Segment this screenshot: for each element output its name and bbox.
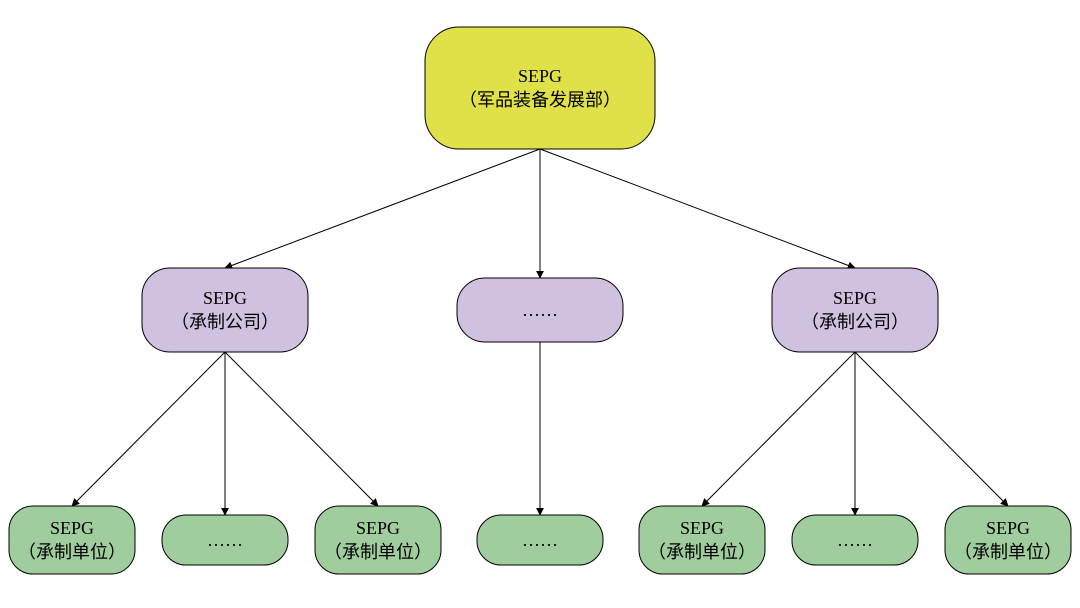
node-label-line1: SEPG	[680, 518, 724, 538]
tree-node: SEPG （承制公司）	[772, 268, 938, 352]
node-box	[9, 506, 135, 574]
node-box	[945, 506, 1071, 574]
node-box	[425, 27, 655, 149]
node-label-line1: SEPG	[50, 518, 94, 538]
tree-edge	[540, 149, 855, 268]
node-label-line1: ……	[522, 300, 558, 320]
tree-edge	[225, 352, 378, 506]
node-label-line1: SEPG	[833, 288, 877, 308]
node-box	[772, 268, 938, 352]
node-label-line1: ……	[837, 530, 873, 550]
node-box	[315, 506, 441, 574]
node-label-line1: SEPG	[356, 518, 400, 538]
org-tree-diagram: SEPG （军品装备发展部） SEPG （承制公司） …… SEPG （承制公司） SEPG （…	[0, 0, 1080, 608]
tree-edge	[72, 352, 225, 506]
tree-node: SEPG （军品装备发展部）	[425, 27, 655, 149]
tree-node: SEPG （承制单位）	[9, 506, 135, 574]
node-label-line1: SEPG	[518, 66, 562, 86]
node-box	[142, 268, 308, 352]
node-label-line2: （承制单位）	[18, 542, 126, 562]
node-box	[639, 506, 765, 574]
node-label-line2: （承制单位）	[324, 542, 432, 562]
node-label-line2: （军品装备发展部）	[459, 90, 621, 110]
node-label-line2: （承制公司）	[801, 312, 909, 332]
tree-node: SEPG （承制公司）	[142, 268, 308, 352]
tree-node: SEPG （承制单位）	[945, 506, 1071, 574]
tree-node: ……	[162, 515, 288, 565]
node-label-line1: ……	[207, 530, 243, 550]
tree-edge	[855, 352, 1008, 506]
tree-node: SEPG （承制单位）	[639, 506, 765, 574]
tree-edge	[702, 352, 855, 506]
node-label-line1: SEPG	[203, 288, 247, 308]
tree-node: ……	[477, 515, 603, 565]
node-label-line2: （承制单位）	[648, 542, 756, 562]
tree-edge	[225, 149, 540, 268]
node-label-line1: SEPG	[986, 518, 1030, 538]
tree-node: SEPG （承制单位）	[315, 506, 441, 574]
tree-node: ……	[457, 278, 623, 342]
tree-node: ……	[792, 515, 918, 565]
node-label-line2: （承制单位）	[954, 542, 1062, 562]
node-label-line1: ……	[522, 530, 558, 550]
node-label-line2: （承制公司）	[171, 312, 279, 332]
